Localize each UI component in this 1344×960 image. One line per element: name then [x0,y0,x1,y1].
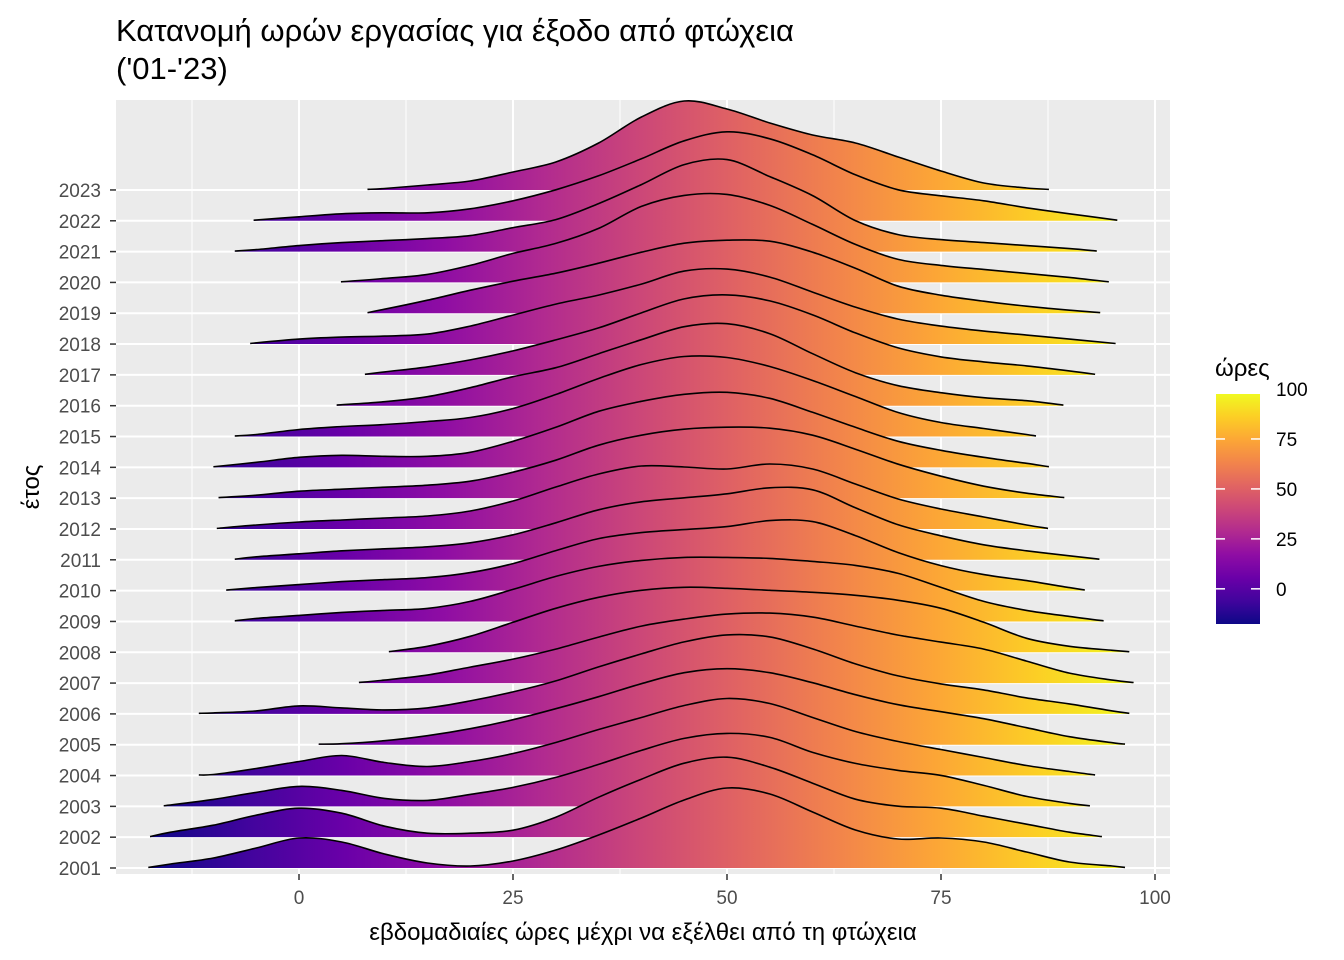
ridge-2011 [234,486,1100,560]
y-axis-title: έτος [18,465,45,510]
y-tick-label: 2006 [59,705,101,726]
y-tick-label: 2011 [60,551,101,572]
y-tick-label: 2007 [59,674,101,695]
y-tick-label: 2008 [59,643,101,664]
ridge-fill [218,427,1065,499]
y-tick-label: 2009 [59,612,101,633]
y-tick-label: 2001 [59,859,101,880]
ridge-fill [150,757,1102,838]
y-tick-label: 2021 [59,243,101,264]
ridge-outline [318,667,1126,745]
ridge-2003 [163,732,1090,807]
chart-title-line2: ('01-'23) [116,51,228,86]
x-axis-title: εβδομαδιαίες ώρες μέχρι να εξέλθει από τ… [369,919,917,946]
y-tick-label: 2010 [59,582,101,603]
ridge-fill [234,355,1037,437]
ridge-outline [336,322,1064,406]
ridge-outline [364,294,1096,376]
ridge-outline [388,586,1130,653]
legend-colorbar [1216,394,1260,624]
ridges [148,99,1134,869]
y-tick-label: 2013 [59,489,101,510]
y-tick-label: 2012 [59,520,101,541]
ridge-2015 [234,355,1037,437]
ridge-outline [367,239,1101,314]
ridge-outline [226,519,1085,591]
y-tick-label: 2002 [59,828,101,849]
legend-tick-label: 50 [1276,480,1297,501]
ridge-outline [218,426,1065,499]
x-tick-label: 100 [1139,888,1171,909]
y-tick-label: 2016 [59,397,101,418]
ridge-outline [148,787,1126,869]
ridge-outline [213,391,1050,468]
ridge-outline [340,192,1109,283]
ridge-outline [234,158,1097,252]
legend: ώρες 100 75 50 25 0 [1215,355,1308,624]
ridge-outline [234,355,1037,437]
y-tick-label: 2015 [59,428,101,449]
y-tick-label: 2017 [59,366,101,387]
ridge-fill [163,733,1090,807]
ridge-outline [367,99,1049,191]
y-tick-label: 2019 [59,304,101,325]
x-tick-label: 0 [294,888,305,909]
x-tick-label: 75 [930,888,951,909]
legend-tick-label: 100 [1276,380,1308,401]
ridge-2001 [148,787,1126,869]
ridge-2002 [149,756,1103,838]
ridge-fill [340,193,1109,283]
ridge-outline [234,486,1100,560]
ridge-outline [234,556,1104,622]
chart-title-line1: Κατανομή ωρών εργασίας για έξοδο από φτώ… [116,13,794,48]
ridge-fill [148,787,1126,868]
ridge-fill [198,634,1130,714]
ridge-outline [198,633,1130,715]
ridge-2004 [198,697,1096,776]
ridge-outline [163,732,1090,807]
ridge-outline [198,697,1096,776]
ridge-outline [250,267,1116,345]
y-tick-label: 2020 [59,273,101,294]
ridge-outline [253,130,1118,221]
x-tick-label: 25 [502,888,523,909]
y-tick-label: 2005 [59,736,101,757]
ridge-outline [216,463,1049,530]
ridge-outline [149,756,1103,838]
ridge-2006 [198,633,1130,715]
ridge-fill [234,487,1100,560]
legend-ticks: 100 75 50 25 0 [1216,380,1308,601]
legend-tick-label: 0 [1276,580,1287,601]
y-tick-label: 2018 [59,335,101,356]
y-axis: 2001 2002 2003 2004 2005 2006 2007 2008 2009 2010… [59,181,116,880]
ridge-fill [198,698,1096,776]
y-tick-label: 2022 [59,212,101,233]
y-tick-label: 2004 [59,767,102,788]
ridge-2020 [340,192,1109,283]
ridge-outline [358,612,1134,684]
legend-tick-label: 75 [1276,430,1297,451]
legend-tick-label: 25 [1276,530,1297,551]
x-tick-label: 50 [716,888,737,909]
y-tick-label: 2023 [59,181,101,202]
y-tick-label: 2003 [59,797,101,818]
ridge-2013 [218,426,1065,499]
y-tick-label: 2014 [59,458,102,479]
x-axis: 0 25 50 75 100 [294,874,1171,909]
legend-title: ώρες [1215,355,1270,382]
